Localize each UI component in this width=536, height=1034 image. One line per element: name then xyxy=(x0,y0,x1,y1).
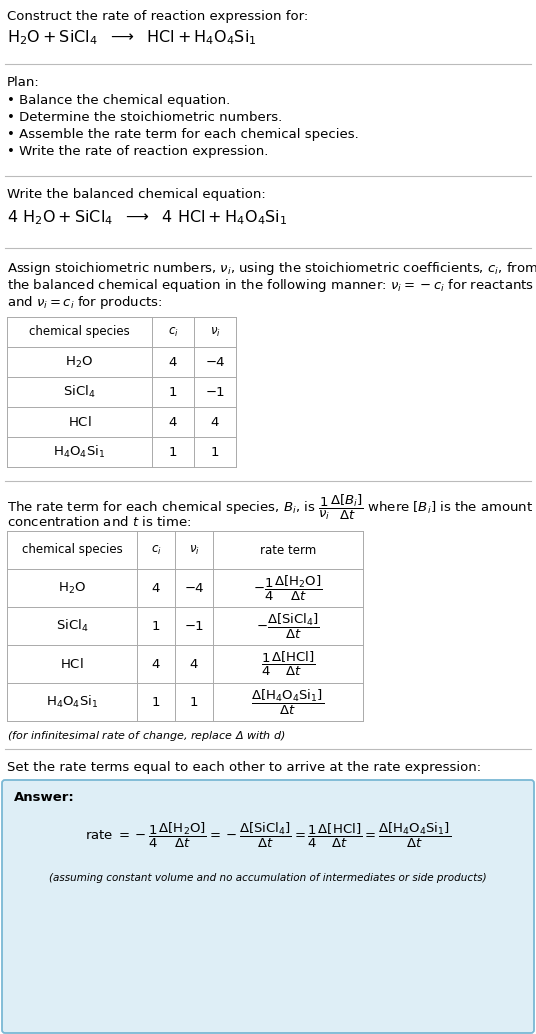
Text: 4: 4 xyxy=(152,658,160,670)
Text: concentration and $t$ is time:: concentration and $t$ is time: xyxy=(7,515,191,529)
Text: 4: 4 xyxy=(152,581,160,595)
FancyBboxPatch shape xyxy=(2,780,534,1033)
Text: 4: 4 xyxy=(169,416,177,428)
Text: 4: 4 xyxy=(211,416,219,428)
Text: $\mathrm{SiCl_4}$: $\mathrm{SiCl_4}$ xyxy=(56,618,88,634)
Text: rate $= -\dfrac{1}{4}\dfrac{\Delta[\mathrm{H_2O}]}{\Delta t}= -\dfrac{\Delta[\ma: rate $= -\dfrac{1}{4}\dfrac{\Delta[\math… xyxy=(85,821,451,850)
Text: • Assemble the rate term for each chemical species.: • Assemble the rate term for each chemic… xyxy=(7,128,359,141)
Text: −4: −4 xyxy=(184,581,204,595)
Text: Assign stoichiometric numbers, $\nu_i$, using the stoichiometric coefficients, $: Assign stoichiometric numbers, $\nu_i$, … xyxy=(7,260,536,277)
Text: $\dfrac{\Delta[\mathrm{H_4O_4Si_1}]}{\Delta t}$: $\dfrac{\Delta[\mathrm{H_4O_4Si_1}]}{\De… xyxy=(251,688,324,717)
Text: 1: 1 xyxy=(190,696,198,708)
Text: Set the rate terms equal to each other to arrive at the rate expression:: Set the rate terms equal to each other t… xyxy=(7,761,481,774)
Text: $\mathrm{H_2O}$: $\mathrm{H_2O}$ xyxy=(65,355,94,369)
Text: 1: 1 xyxy=(152,619,160,633)
Text: The rate term for each chemical species, $B_i$, is $\dfrac{1}{\nu_i}\dfrac{\Delt: The rate term for each chemical species,… xyxy=(7,493,533,522)
Text: $\nu_i$: $\nu_i$ xyxy=(210,326,220,338)
Text: (assuming constant volume and no accumulation of intermediates or side products): (assuming constant volume and no accumul… xyxy=(49,873,487,883)
Text: $\mathrm{H_4O_4Si_1}$: $\mathrm{H_4O_4Si_1}$ xyxy=(53,444,106,460)
Text: and $\nu_i = c_i$ for products:: and $\nu_i = c_i$ for products: xyxy=(7,294,162,311)
Text: $\mathrm{H_4O_4Si_1}$: $\mathrm{H_4O_4Si_1}$ xyxy=(46,694,98,710)
Text: (for infinitesimal rate of change, replace Δ with $d$): (for infinitesimal rate of change, repla… xyxy=(7,729,286,743)
Text: $c_i$: $c_i$ xyxy=(168,326,178,338)
Text: $4\ \mathrm{H_2O + SiCl_4}$  $\longrightarrow$  $4\ \mathrm{HCl + H_4O_4Si_1}$: $4\ \mathrm{H_2O + SiCl_4}$ $\longrighta… xyxy=(7,208,287,226)
Text: $\mathrm{HCl}$: $\mathrm{HCl}$ xyxy=(60,657,84,671)
Text: chemical species: chemical species xyxy=(29,326,130,338)
Text: $\mathrm{H_2O + SiCl_4}$  $\longrightarrow$  $\mathrm{HCl + H_4O_4Si_1}$: $\mathrm{H_2O + SiCl_4}$ $\longrightarro… xyxy=(7,28,257,47)
Text: $-\dfrac{1}{4}\dfrac{\Delta[\mathrm{H_2O}]}{\Delta t}$: $-\dfrac{1}{4}\dfrac{\Delta[\mathrm{H_2O… xyxy=(254,574,323,603)
Text: chemical species: chemical species xyxy=(21,544,122,556)
Text: $\dfrac{1}{4}\dfrac{\Delta[\mathrm{HCl}]}{\Delta t}$: $\dfrac{1}{4}\dfrac{\Delta[\mathrm{HCl}]… xyxy=(261,650,315,678)
Text: $-\dfrac{\Delta[\mathrm{SiCl_4}]}{\Delta t}$: $-\dfrac{\Delta[\mathrm{SiCl_4}]}{\Delta… xyxy=(256,611,320,641)
Text: Answer:: Answer: xyxy=(14,791,75,804)
Text: 4: 4 xyxy=(169,356,177,368)
Text: $\mathrm{HCl}$: $\mathrm{HCl}$ xyxy=(68,415,91,429)
Text: • Determine the stoichiometric numbers.: • Determine the stoichiometric numbers. xyxy=(7,111,282,124)
Text: rate term: rate term xyxy=(260,544,316,556)
Text: −1: −1 xyxy=(205,386,225,398)
Text: 1: 1 xyxy=(169,446,177,458)
Text: 4: 4 xyxy=(190,658,198,670)
Text: 1: 1 xyxy=(169,386,177,398)
Text: Plan:: Plan: xyxy=(7,77,40,89)
Text: −1: −1 xyxy=(184,619,204,633)
Text: 1: 1 xyxy=(211,446,219,458)
Text: $\mathrm{H_2O}$: $\mathrm{H_2O}$ xyxy=(58,580,86,596)
Text: the balanced chemical equation in the following manner: $\nu_i = -c_i$ for react: the balanced chemical equation in the fo… xyxy=(7,277,534,294)
Text: $\mathrm{SiCl_4}$: $\mathrm{SiCl_4}$ xyxy=(63,384,96,400)
Text: 1: 1 xyxy=(152,696,160,708)
Text: −4: −4 xyxy=(205,356,225,368)
Text: $c_i$: $c_i$ xyxy=(151,544,161,556)
Text: $\nu_i$: $\nu_i$ xyxy=(189,544,199,556)
Text: • Write the rate of reaction expression.: • Write the rate of reaction expression. xyxy=(7,145,269,158)
Text: Construct the rate of reaction expression for:: Construct the rate of reaction expressio… xyxy=(7,10,308,23)
Text: Write the balanced chemical equation:: Write the balanced chemical equation: xyxy=(7,188,266,201)
Text: • Balance the chemical equation.: • Balance the chemical equation. xyxy=(7,94,230,107)
